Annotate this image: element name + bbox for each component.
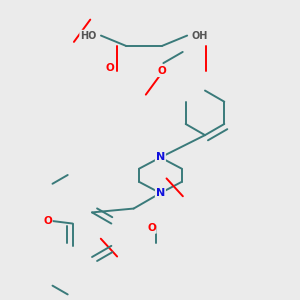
- Text: N: N: [156, 188, 165, 198]
- Text: O: O: [43, 216, 52, 226]
- Text: O: O: [106, 63, 114, 73]
- Text: HO: HO: [80, 31, 97, 40]
- Text: O: O: [147, 223, 156, 233]
- Text: N: N: [156, 152, 165, 162]
- Text: O: O: [158, 66, 166, 76]
- Text: OH: OH: [192, 31, 208, 40]
